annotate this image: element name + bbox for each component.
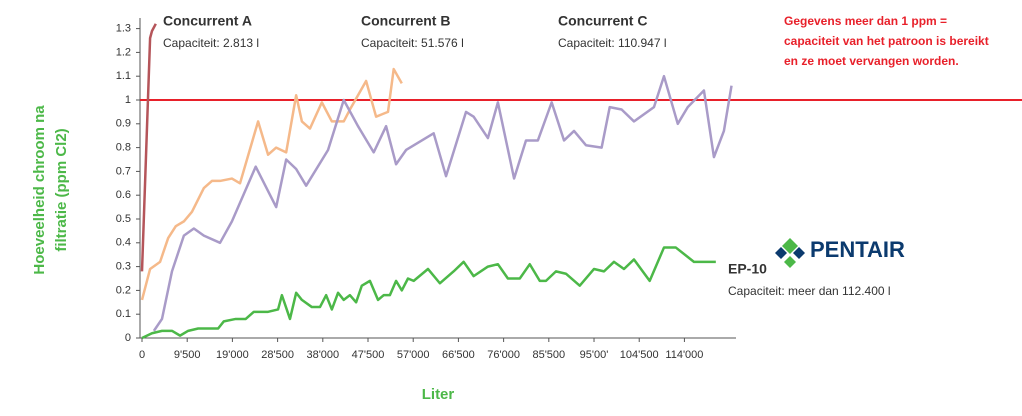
- x-tick-label: 38'000: [306, 349, 339, 361]
- x-tick-label: 76'000: [487, 349, 520, 361]
- x-tick-label: 104'500: [620, 349, 659, 361]
- x-tick-label: 47'500: [352, 349, 385, 361]
- x-tick-label: 19'000: [216, 349, 249, 361]
- y-tick-label: 0.2: [116, 284, 131, 296]
- series-name: Concurrent A: [163, 13, 252, 29]
- note: capaciteit van het patroon is bereikt: [784, 34, 989, 48]
- y-axis-label: filtratie (ppm Cl2): [53, 128, 70, 251]
- y-tick-label: 0.5: [116, 213, 131, 225]
- brand-icon: [775, 238, 805, 268]
- series-line: [140, 67, 403, 301]
- x-tick-label: 85'500: [532, 349, 565, 361]
- y-tick-label: 1.2: [116, 46, 131, 58]
- series-name: EP-10: [728, 261, 767, 277]
- brand: PENTAIR: [810, 237, 905, 262]
- y-axis-label: Hoeveelheid chroom na: [31, 105, 48, 275]
- y-tick-label: 0.8: [116, 142, 131, 154]
- note: Gegevens meer dan 1 ppm =: [784, 14, 947, 28]
- y-tick-label: 0.6: [116, 189, 131, 201]
- y-tick-label: 0.7: [116, 165, 131, 177]
- series-capacity: Capaciteit: 110.947 l: [558, 36, 667, 50]
- x-tick-label: 0: [139, 349, 145, 361]
- series-line: [152, 74, 733, 332]
- series-line: [140, 23, 157, 272]
- x-tick-label: 114'000: [665, 349, 703, 361]
- x-tick-label: 95'00': [580, 349, 609, 361]
- series-capacity: Capaciteit: meer dan 112.400 l: [728, 284, 891, 298]
- series-line: [141, 246, 716, 340]
- y-tick-label: 1.1: [116, 70, 131, 82]
- series-capacity: Capaciteit: 51.576 l: [361, 36, 464, 50]
- x-tick-label: 66'500: [442, 349, 475, 361]
- x-tick-label: 9'500: [174, 349, 201, 361]
- x-tick-label: 28'500: [261, 349, 294, 361]
- y-tick-label: 0.4: [116, 237, 131, 249]
- x-axis-label: Liter: [422, 386, 455, 403]
- series-name: Concurrent B: [361, 13, 450, 29]
- y-tick-label: 0.9: [116, 118, 131, 130]
- y-tick-label: 1.3: [116, 23, 131, 35]
- x-tick-label: 57'000: [397, 349, 430, 361]
- y-tick-label: 1: [125, 94, 131, 106]
- series-name: Concurrent C: [558, 13, 647, 29]
- y-tick-label: 0.1: [116, 308, 131, 320]
- series-capacity: Capaciteit: 2.813 l: [163, 36, 259, 50]
- y-tick-label: 0.3: [116, 261, 131, 273]
- y-tick-label: 0: [125, 332, 131, 344]
- note: en ze moet vervangen worden.: [784, 54, 959, 68]
